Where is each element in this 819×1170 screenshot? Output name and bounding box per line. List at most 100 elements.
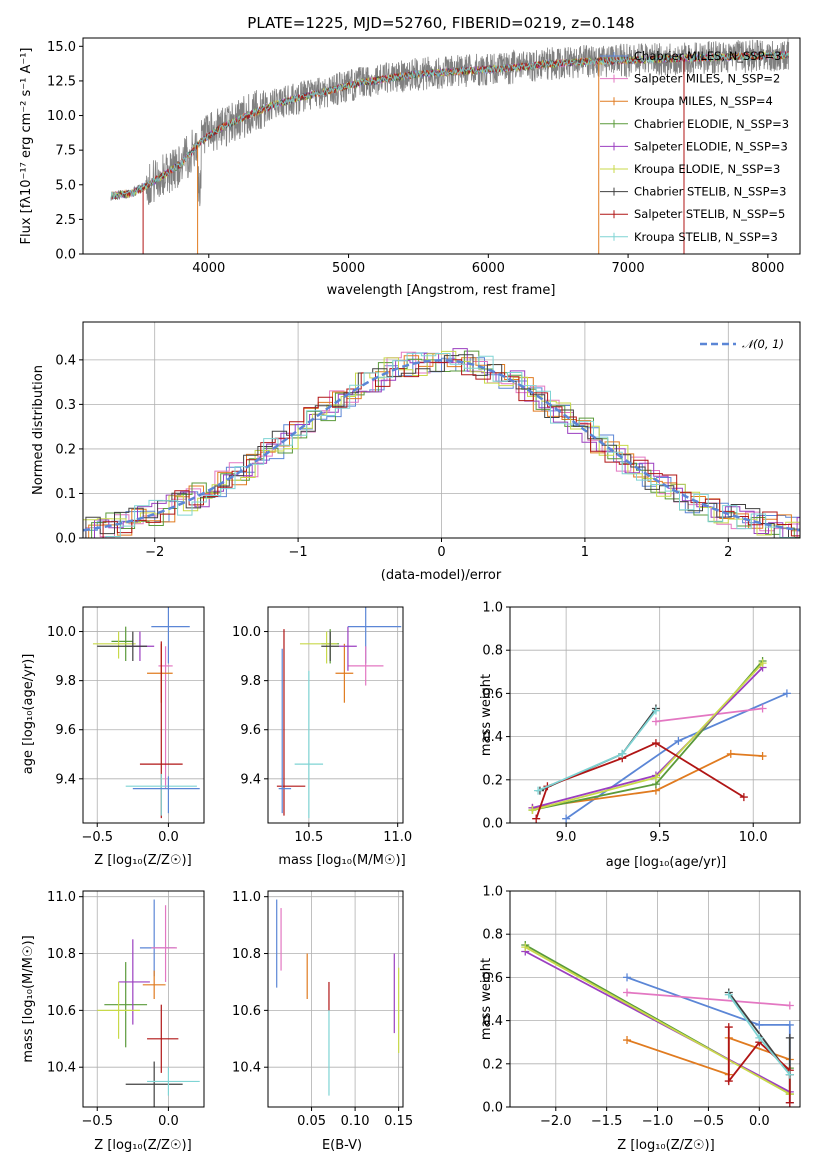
mass-z-ytick-label: 10.6 <box>47 1004 76 1019</box>
legend-entry-kroupa_miles: Kroupa MILES, N_SSP=4 <box>634 94 773 108</box>
spectrum-xtick-label: 6000 <box>472 261 505 276</box>
age-mass-ytick-label: 9.8 <box>240 674 261 689</box>
mw-age-ytick-label: 0.0 <box>482 817 503 832</box>
residuals-xtick-label: 1 <box>581 545 589 560</box>
spectrum-ytick-label: 7.5 <box>55 144 76 159</box>
age-z-frame <box>82 606 205 824</box>
age-mass-points <box>276 607 402 819</box>
mw-age-marker-kroupa_stelib <box>618 749 627 758</box>
mass-z-ytick-label: 10.4 <box>47 1061 76 1076</box>
residuals-ytick-label: 0.4 <box>55 353 76 368</box>
mw-age-marker-salpeter_stelib <box>651 739 660 748</box>
mw-z-marker-salpeter_stelib <box>785 1098 794 1107</box>
residuals-ylabel: Normed distribution <box>31 365 46 495</box>
legend-entry-salpeter_elodie: Salpeter ELODIE, N_SSP=3 <box>634 139 788 153</box>
mw-z-xtick-label: −2.0 <box>540 1114 572 1129</box>
mw-age-ytick-label: 0.4 <box>482 730 503 745</box>
age-mass-xtick-label: 11.0 <box>383 830 412 845</box>
residual-hist-kroupa_elodie <box>83 350 800 538</box>
spectrum-axes: 4000 5000 6000 7000 8000 0.0 2.5 5.0 7.5 10.0 12.5… <box>47 40 784 276</box>
spectrum-legend: Chabrier MILES, N_SSP=3 Salpeter MILES, N… <box>600 49 789 244</box>
mass-z-ytick-label: 10.8 <box>47 947 76 962</box>
mw-z-frame <box>509 890 801 1108</box>
age-mass-ytick-label: 9.4 <box>240 772 261 787</box>
mw-z-marker-chabrier_miles <box>623 973 632 982</box>
mw-age-marker-chabrier_miles <box>782 689 791 698</box>
mw-z-marker-kroupa_miles <box>623 1036 632 1045</box>
mw-z-marker-kroupa_stelib <box>755 1033 764 1042</box>
mw-z-series <box>521 941 794 1107</box>
mw-age-marker-chabrier_miles <box>674 736 683 745</box>
mw-age-marker-kroupa_stelib <box>534 786 543 795</box>
mw-z-marker-kroupa_stelib <box>724 990 733 999</box>
mw-age-marker-kroupa_elodie <box>651 773 660 782</box>
mass-z-axes: −0.5 0.0 10.4 10.6 10.8 11.0 <box>47 890 204 1129</box>
mass-ebv-xlabel: E(B-V) <box>322 1138 362 1153</box>
mass-z-xlabel: Z [log₁₀(Z/Z☉)] <box>94 1138 191 1153</box>
mw-z-line-salpeter_miles <box>626 991 790 1007</box>
mw-age-ytick-label: 1.0 <box>482 601 503 616</box>
mw-age-ytick-label: 0.2 <box>482 773 503 788</box>
mw-age-xtick-label: 9.5 <box>649 830 670 845</box>
mw-age-marker-chabrier_miles <box>562 814 571 823</box>
residuals-ytick-label: 0.2 <box>55 442 76 457</box>
residuals-xtick-label: 0 <box>437 545 445 560</box>
mass-z-ytick-label: 11.0 <box>47 890 76 905</box>
legend-entry-chabrier_miles: Chabrier MILES, N_SSP=3 <box>634 49 781 63</box>
residual-hist-chabrier_elodie <box>83 350 800 538</box>
mw-age-ylabel: mass weight <box>479 674 494 756</box>
residuals-frame <box>82 321 801 539</box>
spectrum-ytick-label: 10.0 <box>47 109 76 124</box>
spectrum-ytick-label: 5.0 <box>55 178 76 193</box>
age-z-xtick-label: −0.5 <box>81 830 113 845</box>
residual-hist-kroupa_stelib <box>83 352 800 538</box>
mw-age-marker-salpeter_miles <box>651 717 660 726</box>
spectrum-ytick-label: 0.0 <box>55 248 76 263</box>
mw-z-axes: −2.0 −1.5 −1.0 −0.5 0.0 0.0 0.2 0.4 0.6 0.8 1.0 <box>482 885 800 1129</box>
model-spectrum-kroupa_stelib <box>110 51 789 201</box>
spectrum-lines <box>110 38 790 254</box>
mw-z-xtick-label: 0.0 <box>749 1114 770 1129</box>
mass-z-points <box>97 899 200 1107</box>
age-z-ytick-label: 9.8 <box>55 674 76 689</box>
mw-z-ytick-label: 0.6 <box>482 971 503 986</box>
residuals-xtick-label: −1 <box>289 545 308 560</box>
mass-z-frame <box>82 890 205 1108</box>
mw-age-line-chabrier_stelib <box>539 707 657 792</box>
age-mass-xlabel: mass [log₁₀(M/M☉)] <box>278 853 405 868</box>
mass-z-ylabel: mass [log₁₀(M/M☉)] <box>21 935 36 1062</box>
age-z-ytick-label: 9.6 <box>55 723 76 738</box>
mw-age-marker-salpeter_miles <box>758 704 767 713</box>
age-mass-axes: 10.5 11.0 9.4 9.6 9.8 10.0 <box>232 607 412 845</box>
mw-age-line-salpeter_miles <box>655 707 763 723</box>
mw-z-marker-salpeter_miles <box>785 1001 794 1010</box>
residual-hists <box>83 348 800 538</box>
mw-z-ytick-label: 0.8 <box>482 928 503 943</box>
spectrum-xtick-label: 8000 <box>751 261 784 276</box>
mw-age-line-kroupa_miles <box>532 752 763 809</box>
legend-entry-kroupa_elodie: Kroupa ELODIE, N_SSP=3 <box>634 162 780 176</box>
mw-z-ytick-label: 1.0 <box>482 885 503 900</box>
mw-z-ytick-label: 0.0 <box>482 1101 503 1116</box>
spectrum-xlabel: wavelength [Angstrom, rest frame] <box>327 283 556 298</box>
mw-z-line-kroupa_elodie <box>524 946 791 1095</box>
residuals-ytick-label: 0.0 <box>55 532 76 547</box>
age-mass-ytick-label: 9.6 <box>240 723 261 738</box>
spectrum-ytick-label: 2.5 <box>55 213 76 228</box>
legend-entry-salpeter_miles: Salpeter MILES, N_SSP=2 <box>634 72 780 86</box>
spectrum-xtick-label: 7000 <box>612 261 645 276</box>
age-z-xtick-label: 0.0 <box>158 830 179 845</box>
mw-z-marker-salpeter_stelib <box>724 1023 733 1032</box>
legend-entry-chabrier_stelib: Chabrier STELIB, N_SSP=3 <box>634 185 786 199</box>
residuals-ytick-label: 0.1 <box>55 487 76 502</box>
mass-z-xtick-label: −0.5 <box>81 1114 113 1129</box>
residuals-xtick-label: 2 <box>724 545 732 560</box>
mass-ebv-points <box>276 899 400 1096</box>
age-mass-frame <box>267 606 404 824</box>
legend-gaussian-label: 𝒩(0, 1) <box>742 337 784 351</box>
age-z-xlabel: Z [log₁₀(Z/Z☉)] <box>94 853 191 868</box>
residuals-xlabel: (data-model)/error <box>381 568 502 583</box>
residuals-xtick-label: −2 <box>145 545 164 560</box>
mw-z-xtick-label: −1.5 <box>591 1114 623 1129</box>
age-z-ytick-label: 9.4 <box>55 772 76 787</box>
